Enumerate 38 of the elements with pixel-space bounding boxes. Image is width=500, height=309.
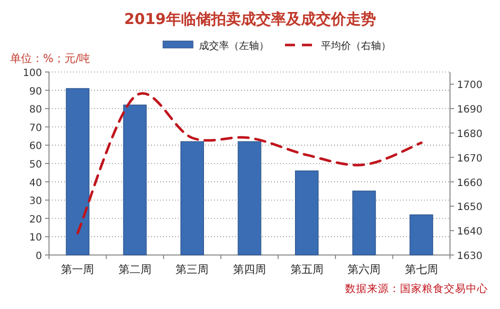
bar bbox=[180, 141, 204, 256]
y2-tick-label: 1640 bbox=[457, 226, 482, 238]
y-tick-label: 80 bbox=[29, 104, 42, 116]
y-tick-label: 40 bbox=[29, 178, 42, 189]
bar bbox=[352, 190, 376, 256]
x-tick-label: 第四周 bbox=[233, 263, 266, 276]
y-tick-label: 70 bbox=[29, 122, 42, 134]
x-tick-label: 第二周 bbox=[118, 263, 152, 276]
bar bbox=[123, 104, 147, 256]
y-tick-label: 30 bbox=[29, 196, 42, 208]
y2-tick-label: 1700 bbox=[457, 80, 482, 92]
y-tick-label: 60 bbox=[29, 141, 42, 152]
legend-label: 成交率（左轴） bbox=[199, 40, 269, 52]
x-tick-label: 第五周 bbox=[290, 263, 324, 276]
y2-tick-label: 1670 bbox=[457, 153, 482, 164]
y-tick-label: 20 bbox=[29, 214, 42, 226]
chart-title: 2019年临储拍卖成交率及成交价走势 bbox=[124, 10, 376, 28]
y2-tick-label: 1680 bbox=[457, 129, 482, 140]
x-tick-label: 第七周 bbox=[404, 263, 438, 276]
bar bbox=[410, 214, 434, 256]
y-axis-title: 单位：%；元/吨 bbox=[10, 52, 90, 65]
y-tick-label: 100 bbox=[22, 68, 42, 79]
bar bbox=[238, 141, 262, 256]
y-tick-label: 50 bbox=[29, 160, 42, 170]
y2-tick-label: 1630 bbox=[457, 251, 482, 262]
y2-tick-label: 1650 bbox=[457, 202, 482, 214]
y2-tick-label: 1660 bbox=[457, 178, 482, 189]
bar bbox=[295, 170, 319, 256]
bar bbox=[66, 88, 90, 256]
x-tick-label: 第一周 bbox=[61, 263, 94, 276]
legend-label: 平均价（右轴） bbox=[321, 40, 391, 52]
y-tick-label: 0 bbox=[36, 251, 42, 262]
y2-tick-label: 1690 bbox=[457, 104, 482, 116]
x-tick-label: 第三周 bbox=[176, 263, 209, 276]
source-note: 数据来源：国家粮食交易中心 bbox=[345, 282, 488, 295]
y-tick-label: 10 bbox=[29, 232, 42, 244]
x-tick-label: 第六周 bbox=[348, 263, 381, 276]
y-tick-label: 90 bbox=[29, 86, 42, 98]
